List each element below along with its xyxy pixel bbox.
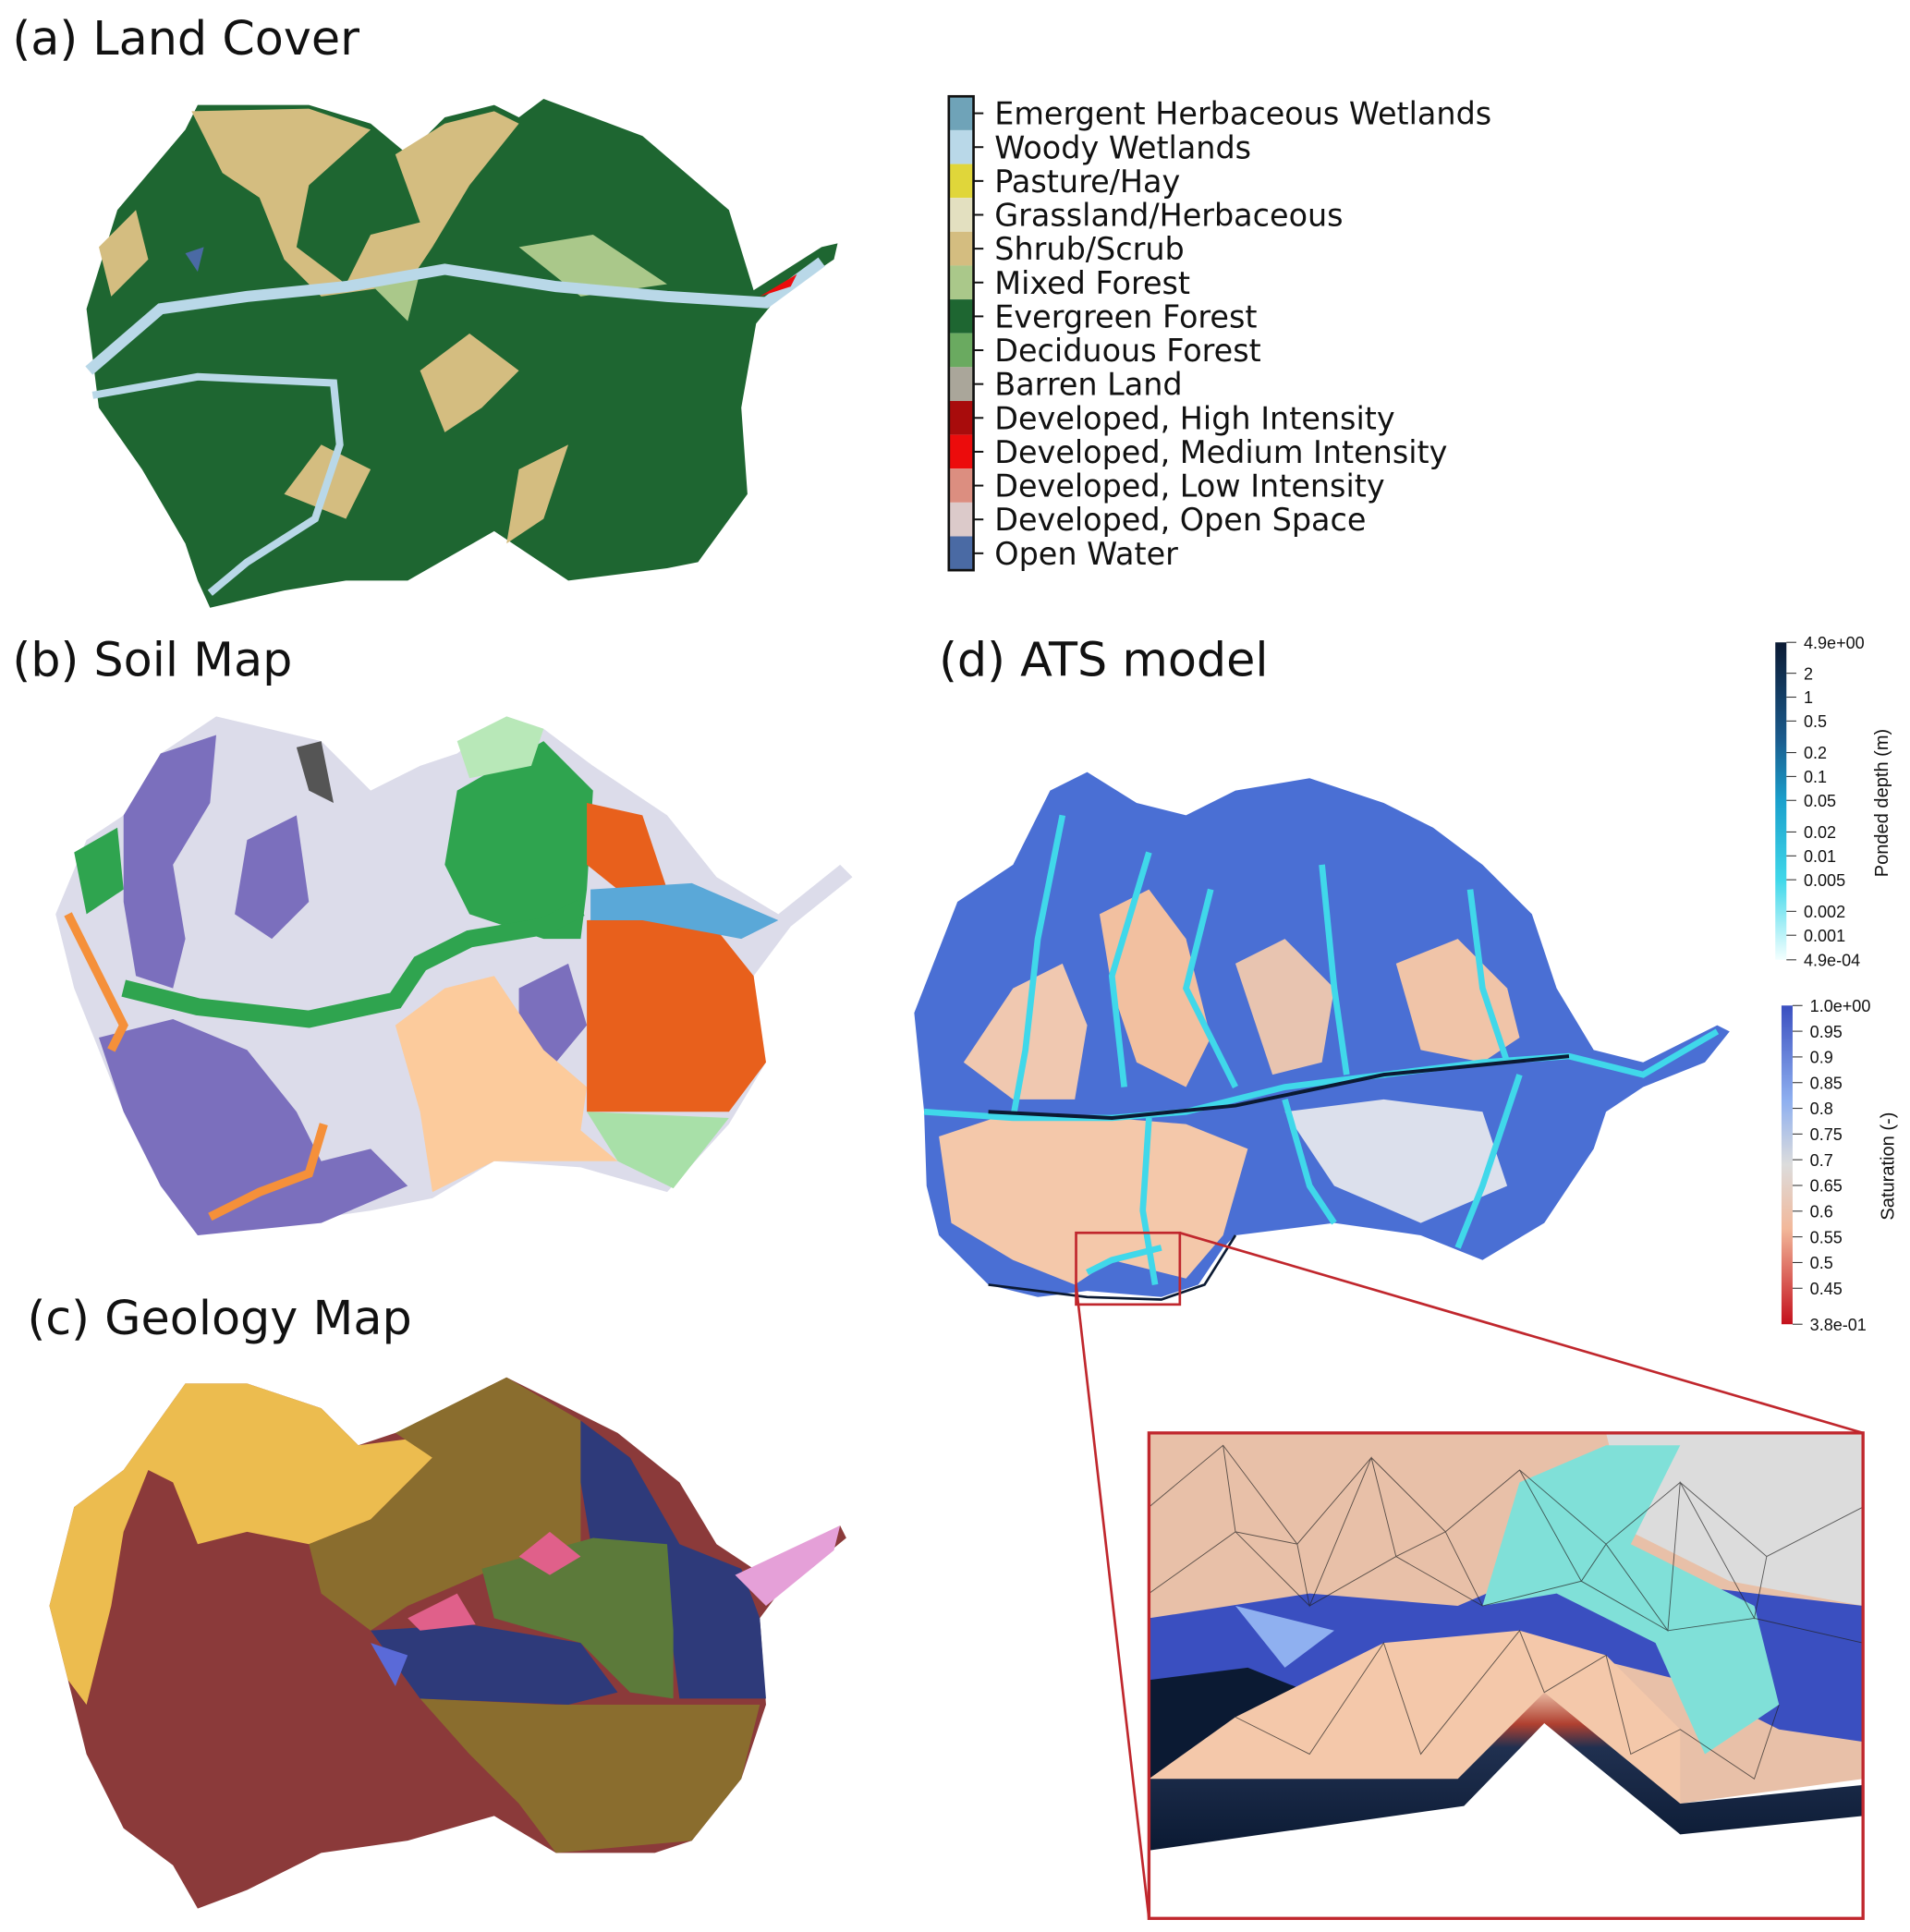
- legend-label: Barren Land: [994, 367, 1182, 403]
- colorbar-tick-label: 0.75: [1810, 1125, 1843, 1144]
- panel-c-title: (c) Geology Map: [27, 1291, 411, 1345]
- ponded-depth-label: Ponded depth (m): [1872, 729, 1892, 877]
- colorbar-tick-label: 0.6: [1810, 1203, 1833, 1221]
- colorbar-tick-label: 0.002: [1804, 903, 1845, 921]
- legend-label: Developed, High Intensity: [994, 400, 1394, 436]
- legend-swatch: [948, 400, 974, 435]
- colorbar-tick-label: 0.5: [1804, 712, 1827, 731]
- ats-model-map: [914, 772, 1730, 1301]
- panel-a-title: (a) Land Cover: [12, 11, 359, 66]
- ponded-depth-colorbar: 4.9e+00 2 1 0.5 0.2 0.1 0.05 0.02 0.01 0.005 0.002…: [1775, 634, 1892, 970]
- land-cover-map: [85, 98, 838, 608]
- legend-swatch: [948, 536, 974, 571]
- legend-swatch: [948, 265, 974, 300]
- legend-label: Developed, Open Space: [994, 502, 1366, 538]
- colorbar-tick-label: 0.8: [1810, 1100, 1833, 1118]
- zoom-inset: [1147, 1431, 1865, 1920]
- colorbar-tick-label: 0.5: [1810, 1254, 1833, 1272]
- geology-map: [49, 1377, 846, 1909]
- legend-label: Developed, Low Intensity: [994, 468, 1384, 504]
- colorbar-tick-label: 0.1: [1804, 768, 1827, 786]
- colorbar-tick-label: 0.2: [1804, 744, 1827, 762]
- legend-swatch: [948, 367, 974, 401]
- legend-label: Woody Wetlands: [994, 129, 1251, 165]
- legend-label: Emergent Herbaceous Wetlands: [994, 96, 1491, 132]
- legend-label: Grassland/Herbaceous: [994, 198, 1343, 234]
- saturation-label: Saturation (-): [1879, 1112, 1899, 1221]
- colorbar-tick-label: 1: [1804, 688, 1813, 707]
- colorbar-tick-label: 2: [1804, 664, 1813, 683]
- legend-swatch: [948, 129, 974, 164]
- saturation-colorbar: 1.0e+00 0.95 0.9 0.85 0.8 0.75 0.7 0.65 0.6 0.55 0…: [1781, 997, 1899, 1334]
- legend-label: Deciduous Forest: [994, 333, 1260, 369]
- legend-label: Pasture/Hay: [994, 164, 1180, 200]
- legend-swatch: [948, 468, 974, 503]
- legend-swatch: [948, 164, 974, 199]
- zoom-callout: [1075, 1231, 1864, 1919]
- colorbar-tick-label: 0.01: [1804, 847, 1836, 866]
- colorbar-tick-label: 0.9: [1810, 1049, 1833, 1067]
- colorbar-tick-label: 4.9e+00: [1804, 634, 1865, 652]
- legend-swatch: [948, 231, 974, 266]
- legend-swatch: [948, 299, 974, 334]
- soil-map: [55, 716, 853, 1235]
- legend-label: Open Water: [994, 536, 1178, 572]
- legend-swatch: [948, 502, 974, 537]
- legend-swatch: [948, 333, 974, 368]
- colorbar-tick-label: 3.8e-01: [1810, 1316, 1867, 1334]
- colorbar-tick-label: 4.9e-04: [1804, 952, 1860, 970]
- panel-d-title: (d) ATS model: [939, 632, 1268, 687]
- legend-swatch: [948, 198, 974, 232]
- legend-label: Shrub/Scrub: [994, 231, 1184, 267]
- legend-swatch: [948, 434, 974, 469]
- legend-label: Developed, Medium Intensity: [994, 434, 1447, 470]
- colorbar-tick-label: 0.85: [1810, 1074, 1843, 1092]
- colorbar-tick-label: 0.55: [1810, 1228, 1843, 1246]
- legend-label: Mixed Forest: [994, 265, 1190, 301]
- legend-swatch: [948, 96, 974, 130]
- colorbar-tick-label: 0.7: [1810, 1151, 1833, 1170]
- colorbar-tick-label: 0.45: [1810, 1280, 1843, 1298]
- colorbar-tick-label: 0.02: [1804, 823, 1836, 842]
- colorbar-tick-label: 0.65: [1810, 1177, 1843, 1196]
- colorbar-tick-label: 0.95: [1810, 1023, 1843, 1041]
- colorbar-tick-label: 1.0e+00: [1810, 997, 1871, 1015]
- legend-label: Evergreen Forest: [994, 298, 1257, 334]
- panel-b-title: (b) Soil Map: [12, 632, 292, 687]
- colorbar-tick-label: 0.05: [1804, 792, 1836, 810]
- colorbar-tick-label: 0.001: [1804, 927, 1845, 945]
- colorbar-tick-label: 0.005: [1804, 871, 1845, 890]
